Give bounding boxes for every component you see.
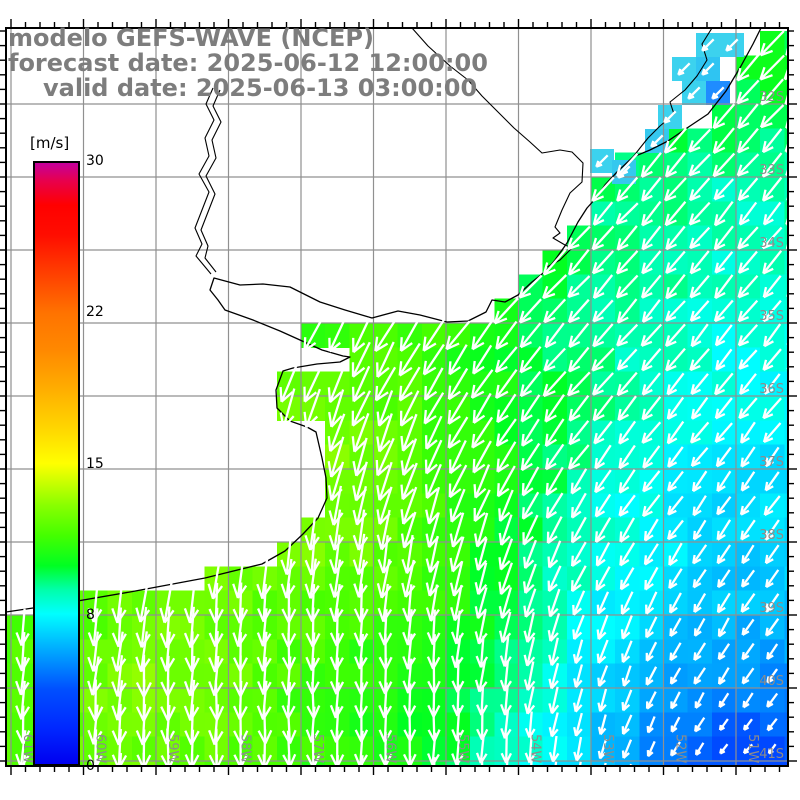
lat-label: 37S [759, 455, 784, 470]
colorbar [33, 161, 80, 766]
lon-label: 57W [310, 734, 325, 764]
colorbar-unit-label: [m/s] [30, 134, 70, 152]
lon-label: 59W [165, 734, 180, 764]
frame-ticks-layer [0, 19, 797, 775]
lon-label: 55W [455, 734, 470, 764]
lon-label: 56W [383, 734, 398, 764]
lon-label: 52W [673, 734, 688, 764]
forecast-date: forecast date: 2025-06-12 12:00:00 [8, 49, 488, 77]
model-title: modelo GEFS-WAVE (NCEP) [8, 24, 374, 52]
graticule-layer [6, 28, 788, 766]
lat-label: 36S [759, 382, 784, 397]
colorbar-tick-8: 8 [86, 606, 95, 623]
lon-label: 60W [93, 734, 108, 764]
lon-label: 61W [20, 734, 35, 764]
lat-label: 41S [759, 747, 784, 762]
lat-label: 33S [759, 163, 784, 178]
colorbar-tick-22: 22 [86, 304, 104, 321]
lon-label: 54W [528, 734, 543, 764]
axis-labels-layer: 61W 60W 59W 58W 57W 56W 55W 54W 53W 52W 51W 32S 33S 3… [20, 90, 784, 764]
lat-label: 40S [759, 674, 784, 689]
lat-label: 38S [759, 528, 784, 543]
lat-label: 34S [759, 236, 784, 251]
valid-date: valid date: 2025-06-13 03:00:00 [43, 74, 478, 102]
lon-label: 51W [745, 734, 760, 764]
lat-label: 39S [759, 601, 784, 616]
lat-label: 32S [759, 90, 784, 105]
lat-label: 35S [759, 309, 784, 324]
lon-label: 58W [238, 734, 253, 764]
colorbar-tick-0: 0 [86, 758, 95, 774]
colorbar-tick-30: 30 [86, 153, 104, 169]
lon-label: 53W [600, 734, 615, 764]
colorbar-tick-15: 15 [86, 455, 104, 472]
speed-cells-layer [6, 31, 788, 766]
coastline-layer [6, 28, 762, 613]
